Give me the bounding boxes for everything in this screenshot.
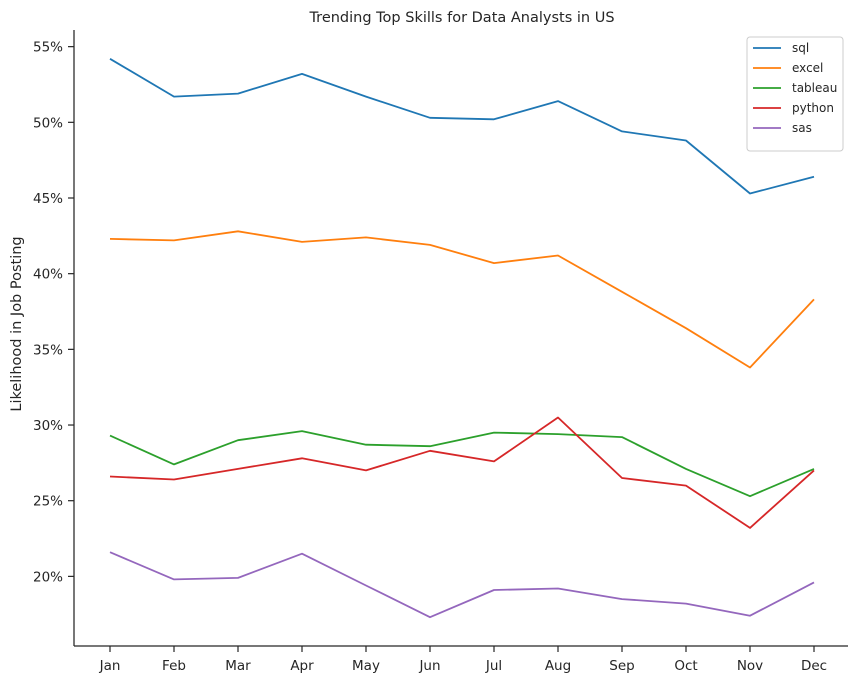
x-tick-label: May (352, 658, 380, 674)
y-tick-label: 25% (33, 494, 63, 510)
y-tick-label: 20% (33, 569, 63, 585)
x-tick-label: Mar (225, 658, 251, 674)
legend-label-python: python (792, 101, 834, 115)
x-tick-label: Apr (290, 658, 314, 674)
series-lines (109, 58, 815, 619)
legend-label-sas: sas (792, 121, 812, 135)
series-line-sas (109, 551, 815, 619)
legend: sql excel tableau python sas (746, 36, 844, 152)
x-tick-label: Sep (609, 658, 634, 674)
x-tick-label: Jun (418, 658, 440, 674)
y-axis: 20% 25% 30% 35% 40% 45% 50% 55% (33, 40, 74, 585)
legend-label-excel: excel (792, 61, 823, 75)
x-tick-label: Nov (737, 658, 763, 674)
y-tick-label: 50% (33, 115, 63, 131)
x-tick-label: Feb (162, 658, 186, 674)
series-line-sql (109, 58, 815, 195)
y-tick-label: 30% (33, 418, 63, 434)
x-tick-label: Jan (99, 658, 121, 674)
x-tick-label: Oct (674, 658, 697, 674)
x-tick-label: Aug (545, 658, 571, 674)
x-tick-label: Dec (801, 658, 827, 674)
y-tick-label: 35% (33, 342, 63, 358)
series-line-excel (109, 230, 815, 369)
legend-label-tableau: tableau (792, 81, 837, 95)
legend-frame (746, 36, 844, 152)
y-tick-label: 45% (33, 191, 63, 207)
y-tick-label: 55% (33, 40, 63, 56)
x-tick-label: Jul (485, 658, 502, 674)
series-line-tableau (109, 430, 815, 498)
y-axis-title: Likelihood in Job Posting (9, 236, 25, 411)
series-line-python (109, 416, 815, 529)
chart-title: Trending Top Skills for Data Analysts in… (308, 10, 614, 26)
y-tick-label: 40% (33, 267, 63, 283)
x-axis: Jan Feb Mar Apr May Jun Jul Aug Sep Oct Nov Dec (99, 646, 827, 674)
legend-label-sql: sql (792, 41, 809, 55)
